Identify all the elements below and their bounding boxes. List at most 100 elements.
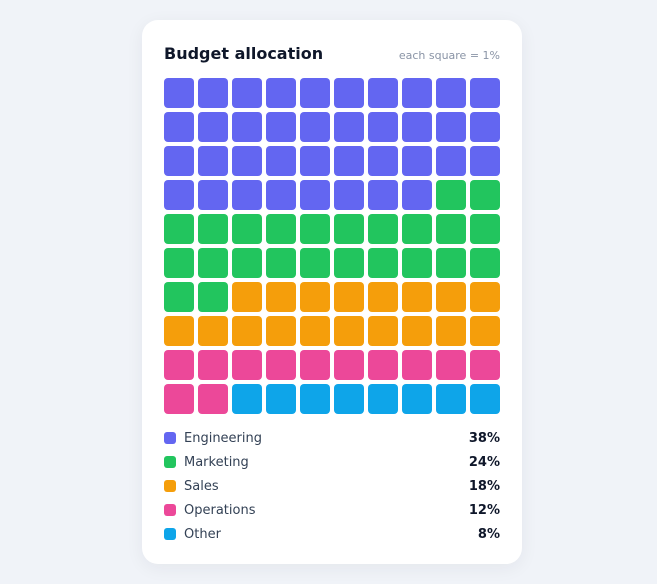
waffle-square-marketing xyxy=(368,248,398,278)
waffle-square-engineering xyxy=(198,112,228,142)
waffle-square-engineering xyxy=(368,180,398,210)
waffle-square-operations xyxy=(266,350,296,380)
chart-title: Budget allocation xyxy=(164,44,324,63)
legend-value: 18% xyxy=(468,478,500,494)
unit-note: each square = 1% xyxy=(398,49,500,62)
legend-item-engineering: Engineering 38% xyxy=(164,426,500,450)
waffle-square-other xyxy=(232,384,262,414)
waffle-square-sales xyxy=(436,282,466,312)
waffle-square-sales xyxy=(164,316,194,346)
waffle-square-marketing xyxy=(436,214,466,244)
waffle-square-engineering xyxy=(232,112,262,142)
waffle-square-operations xyxy=(164,350,194,380)
waffle-square-marketing xyxy=(402,214,432,244)
legend-swatch xyxy=(164,528,176,540)
waffle-square-operations xyxy=(402,350,432,380)
waffle-square-other xyxy=(470,384,500,414)
waffle-square-marketing xyxy=(470,180,500,210)
waffle-square-engineering xyxy=(368,78,398,108)
waffle-square-sales xyxy=(300,316,330,346)
legend-item-other: Other 8% xyxy=(164,522,500,546)
waffle-square-other xyxy=(300,384,330,414)
waffle-square-sales xyxy=(334,316,364,346)
legend-label: Operations xyxy=(184,502,256,518)
waffle-square-engineering xyxy=(470,112,500,142)
waffle-square-operations xyxy=(334,350,364,380)
legend-swatch xyxy=(164,456,176,468)
waffle-square-engineering xyxy=(300,78,330,108)
waffle-square-sales xyxy=(198,316,228,346)
waffle-square-marketing xyxy=(334,214,364,244)
waffle-square-sales xyxy=(368,316,398,346)
waffle-square-sales xyxy=(470,316,500,346)
chart-card: Budget allocation each square = 1% Engin… xyxy=(142,20,522,564)
waffle-square-engineering xyxy=(266,78,296,108)
waffle-square-engineering xyxy=(232,146,262,176)
waffle-square-engineering xyxy=(164,112,194,142)
legend-value: 38% xyxy=(468,430,500,446)
waffle-square-engineering xyxy=(334,112,364,142)
waffle-square-marketing xyxy=(334,248,364,278)
waffle-square-marketing xyxy=(368,214,398,244)
legend-item-operations: Operations 12% xyxy=(164,498,500,522)
waffle-square-operations xyxy=(436,350,466,380)
waffle-square-engineering xyxy=(334,78,364,108)
waffle-square-engineering xyxy=(402,112,432,142)
legend-label: Engineering xyxy=(184,430,262,446)
legend-item-sales: Sales 18% xyxy=(164,474,500,498)
legend-item-marketing: Marketing 24% xyxy=(164,450,500,474)
waffle-square-other xyxy=(436,384,466,414)
waffle-square-sales xyxy=(402,282,432,312)
waffle-square-engineering xyxy=(266,146,296,176)
waffle-square-operations xyxy=(368,350,398,380)
legend-label: Other xyxy=(184,526,221,542)
waffle-square-engineering xyxy=(368,146,398,176)
waffle-square-marketing xyxy=(198,248,228,278)
waffle-square-engineering xyxy=(266,180,296,210)
waffle-square-engineering xyxy=(300,112,330,142)
waffle-square-engineering xyxy=(164,146,194,176)
waffle-grid xyxy=(164,78,500,414)
waffle-square-sales xyxy=(334,282,364,312)
legend-label: Sales xyxy=(184,478,219,494)
waffle-square-engineering xyxy=(164,180,194,210)
waffle-square-engineering xyxy=(198,78,228,108)
legend-swatch xyxy=(164,480,176,492)
waffle-square-operations xyxy=(198,384,228,414)
waffle-square-engineering xyxy=(368,112,398,142)
waffle-square-engineering xyxy=(402,78,432,108)
waffle-square-marketing xyxy=(232,214,262,244)
waffle-square-engineering xyxy=(402,180,432,210)
waffle-square-engineering xyxy=(198,146,228,176)
waffle-square-marketing xyxy=(300,248,330,278)
waffle-square-engineering xyxy=(198,180,228,210)
waffle-square-marketing xyxy=(436,180,466,210)
waffle-square-engineering xyxy=(436,146,466,176)
waffle-square-sales xyxy=(232,282,262,312)
waffle-square-engineering xyxy=(300,180,330,210)
waffle-square-sales xyxy=(266,282,296,312)
waffle-square-operations xyxy=(198,350,228,380)
waffle-square-marketing xyxy=(470,214,500,244)
waffle-square-engineering xyxy=(470,146,500,176)
waffle-square-sales xyxy=(470,282,500,312)
waffle-square-other xyxy=(266,384,296,414)
waffle-square-engineering xyxy=(266,112,296,142)
waffle-square-operations xyxy=(470,350,500,380)
waffle-square-engineering xyxy=(232,78,262,108)
legend-swatch xyxy=(164,504,176,516)
waffle-square-marketing xyxy=(164,214,194,244)
waffle-square-sales xyxy=(300,282,330,312)
waffle-square-marketing xyxy=(164,282,194,312)
waffle-square-operations xyxy=(300,350,330,380)
waffle-square-marketing xyxy=(436,248,466,278)
waffle-square-other xyxy=(402,384,432,414)
legend-value: 8% xyxy=(477,526,500,542)
waffle-square-engineering xyxy=(436,78,466,108)
waffle-square-marketing xyxy=(164,248,194,278)
waffle-square-engineering xyxy=(334,180,364,210)
waffle-square-other xyxy=(368,384,398,414)
waffle-square-marketing xyxy=(232,248,262,278)
waffle-square-engineering xyxy=(300,146,330,176)
waffle-square-engineering xyxy=(436,112,466,142)
